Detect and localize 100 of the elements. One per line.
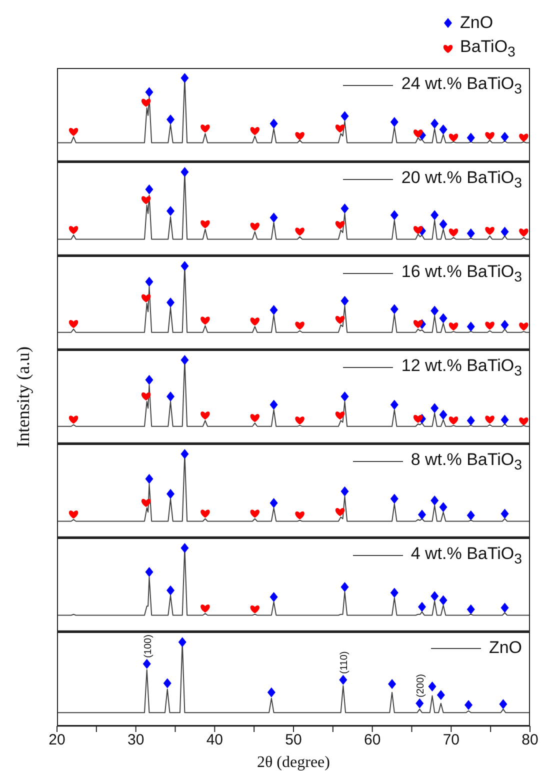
point (439, 410, 448, 420)
x-tick-label: 50 (285, 732, 302, 749)
point (267, 687, 276, 698)
point (413, 414, 423, 423)
point (250, 510, 260, 518)
point (178, 637, 186, 648)
point (439, 124, 448, 134)
point (145, 87, 154, 98)
point (500, 508, 509, 519)
point (340, 296, 349, 306)
point (500, 132, 509, 142)
x-tick-label: 70 (442, 732, 460, 749)
point (270, 592, 278, 602)
point (270, 212, 278, 223)
point (416, 698, 424, 708)
point (68, 226, 78, 234)
point (448, 228, 458, 237)
x-axis-title: 2θ (degree) (257, 754, 330, 771)
legend-label: 8 wt.% BaTiO$_{3}$ (410, 450, 522, 474)
point (428, 682, 436, 692)
x-tick-label: 40 (206, 732, 224, 749)
point (500, 320, 509, 330)
point (180, 354, 189, 365)
point (295, 416, 304, 425)
point (142, 658, 151, 669)
point (390, 400, 398, 410)
point (250, 318, 260, 326)
point (335, 316, 345, 324)
point (295, 228, 304, 236)
point (166, 392, 175, 402)
point (250, 605, 260, 614)
point (430, 306, 439, 316)
point (390, 210, 398, 220)
point (519, 228, 528, 237)
point (466, 322, 475, 332)
point (500, 602, 509, 613)
point (500, 226, 509, 237)
point (68, 320, 78, 328)
point (390, 588, 398, 598)
legend-label: 12 wt.% BaTiO$_{3}$ (401, 356, 522, 380)
point (200, 316, 210, 325)
point (439, 595, 448, 606)
point (448, 322, 458, 331)
point (250, 127, 260, 136)
point (519, 322, 528, 331)
legend-label: 16 wt.% BaTiO$_{3}$ (401, 262, 522, 286)
point (430, 118, 439, 129)
point (436, 690, 445, 700)
point (335, 412, 345, 420)
legend-label: 20 wt.% BaTiO$_{3}$ (401, 168, 522, 192)
point (166, 206, 175, 216)
point (145, 276, 154, 287)
point (166, 298, 175, 308)
point (340, 582, 349, 592)
point (430, 210, 439, 220)
point (295, 132, 304, 140)
point (466, 228, 475, 238)
point (340, 486, 349, 496)
legend-label: 4 wt.% BaTiO$_{3}$ (410, 544, 522, 568)
point (339, 674, 348, 685)
point (466, 510, 475, 520)
point (464, 700, 473, 710)
legend-label: 24 wt.% BaTiO$_{3}$ (401, 74, 522, 98)
point (166, 585, 175, 596)
point (439, 313, 448, 324)
point (141, 196, 151, 204)
point (180, 72, 189, 83)
point (499, 699, 508, 710)
point (200, 124, 210, 133)
point (270, 304, 278, 315)
point (340, 111, 349, 122)
point (418, 510, 426, 520)
point (141, 392, 151, 400)
point (270, 498, 278, 508)
point (466, 132, 475, 143)
point (141, 98, 151, 107)
point (485, 226, 494, 235)
point (485, 322, 494, 330)
point (166, 488, 175, 499)
legend-label: ZnO (488, 638, 522, 658)
point (145, 184, 154, 194)
point (141, 294, 151, 302)
x-tick-label: 20 (48, 732, 66, 749)
point (439, 219, 448, 230)
point (430, 403, 439, 414)
point (418, 602, 426, 612)
point (141, 498, 151, 507)
x-tick-label: 60 (364, 732, 381, 749)
point (485, 416, 494, 424)
point (335, 221, 345, 230)
point (68, 510, 78, 519)
point (413, 130, 423, 138)
point (519, 417, 528, 426)
point (448, 416, 458, 425)
point (200, 412, 210, 420)
legend-label: ZnO (460, 13, 494, 33)
point (145, 374, 154, 385)
point (390, 304, 398, 314)
point (270, 118, 278, 129)
point (166, 114, 175, 124)
